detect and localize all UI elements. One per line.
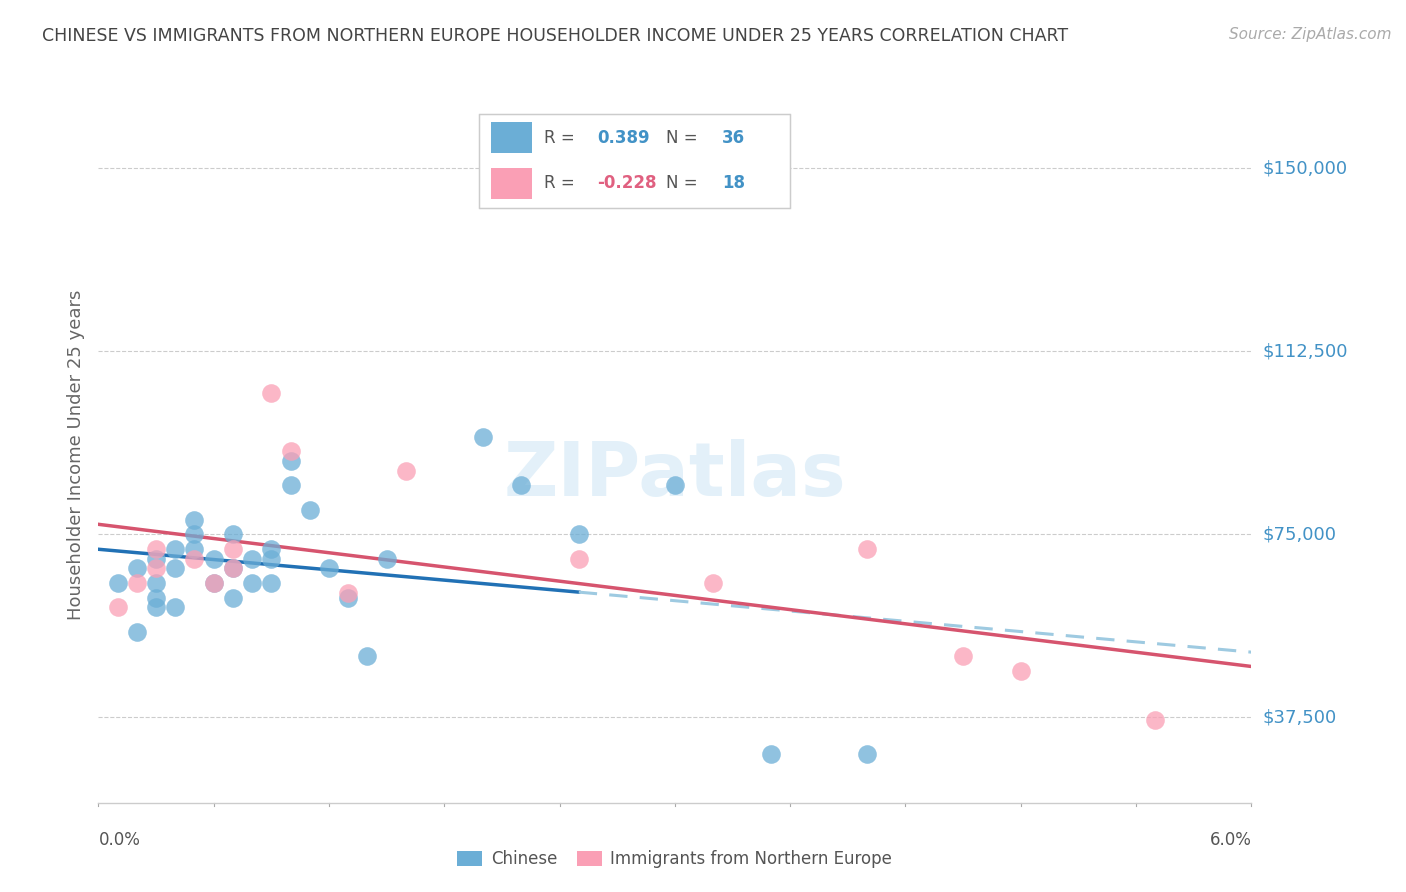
Point bbox=[759, 747, 782, 761]
Point bbox=[375, 551, 398, 566]
Point bbox=[952, 649, 974, 664]
Point bbox=[165, 600, 187, 615]
Text: $37,500: $37,500 bbox=[1263, 708, 1337, 726]
Text: 0.0%: 0.0% bbox=[98, 830, 141, 848]
Point bbox=[318, 561, 340, 575]
Point bbox=[280, 454, 302, 468]
Point bbox=[145, 541, 167, 556]
Point bbox=[222, 561, 245, 575]
Point bbox=[222, 527, 245, 541]
Text: 6.0%: 6.0% bbox=[1209, 830, 1251, 848]
Point bbox=[260, 576, 283, 591]
Point bbox=[664, 478, 686, 492]
Point bbox=[510, 478, 533, 492]
Y-axis label: Householder Income Under 25 years: Householder Income Under 25 years bbox=[66, 290, 84, 620]
Point bbox=[145, 561, 167, 575]
Text: $112,500: $112,500 bbox=[1263, 343, 1348, 360]
Text: Source: ZipAtlas.com: Source: ZipAtlas.com bbox=[1229, 27, 1392, 42]
Point bbox=[125, 624, 148, 639]
Point bbox=[222, 561, 245, 575]
Point bbox=[145, 600, 167, 615]
Point bbox=[856, 541, 879, 556]
Point bbox=[165, 541, 187, 556]
Point bbox=[202, 551, 225, 566]
Text: ZIPatlas: ZIPatlas bbox=[503, 439, 846, 512]
Point bbox=[183, 513, 205, 527]
Point bbox=[1010, 664, 1032, 678]
Point bbox=[125, 576, 148, 591]
Point bbox=[337, 586, 360, 600]
Point bbox=[260, 551, 283, 566]
Text: $75,000: $75,000 bbox=[1263, 525, 1337, 543]
Point bbox=[240, 576, 263, 591]
Point bbox=[165, 561, 187, 575]
Point bbox=[1144, 713, 1167, 727]
Point bbox=[183, 541, 205, 556]
Point bbox=[471, 429, 494, 443]
Point bbox=[856, 747, 879, 761]
Text: $150,000: $150,000 bbox=[1263, 159, 1347, 178]
Point bbox=[107, 576, 129, 591]
Point bbox=[568, 551, 591, 566]
Point bbox=[107, 600, 129, 615]
Point bbox=[395, 464, 418, 478]
Legend: Chinese, Immigrants from Northern Europe: Chinese, Immigrants from Northern Europe bbox=[451, 844, 898, 875]
Point bbox=[222, 541, 245, 556]
Point bbox=[337, 591, 360, 605]
Point bbox=[260, 541, 283, 556]
Point bbox=[222, 591, 245, 605]
Point bbox=[356, 649, 378, 664]
Point bbox=[280, 444, 302, 458]
Point bbox=[145, 551, 167, 566]
Point bbox=[298, 503, 321, 517]
Point bbox=[183, 551, 205, 566]
Point bbox=[125, 561, 148, 575]
Point bbox=[202, 576, 225, 591]
Point bbox=[202, 576, 225, 591]
Point bbox=[702, 576, 724, 591]
Point bbox=[260, 385, 283, 400]
Point bbox=[145, 576, 167, 591]
Point bbox=[183, 527, 205, 541]
Point bbox=[145, 591, 167, 605]
Point bbox=[280, 478, 302, 492]
Point bbox=[568, 527, 591, 541]
Text: CHINESE VS IMMIGRANTS FROM NORTHERN EUROPE HOUSEHOLDER INCOME UNDER 25 YEARS COR: CHINESE VS IMMIGRANTS FROM NORTHERN EURO… bbox=[42, 27, 1069, 45]
Point bbox=[240, 551, 263, 566]
